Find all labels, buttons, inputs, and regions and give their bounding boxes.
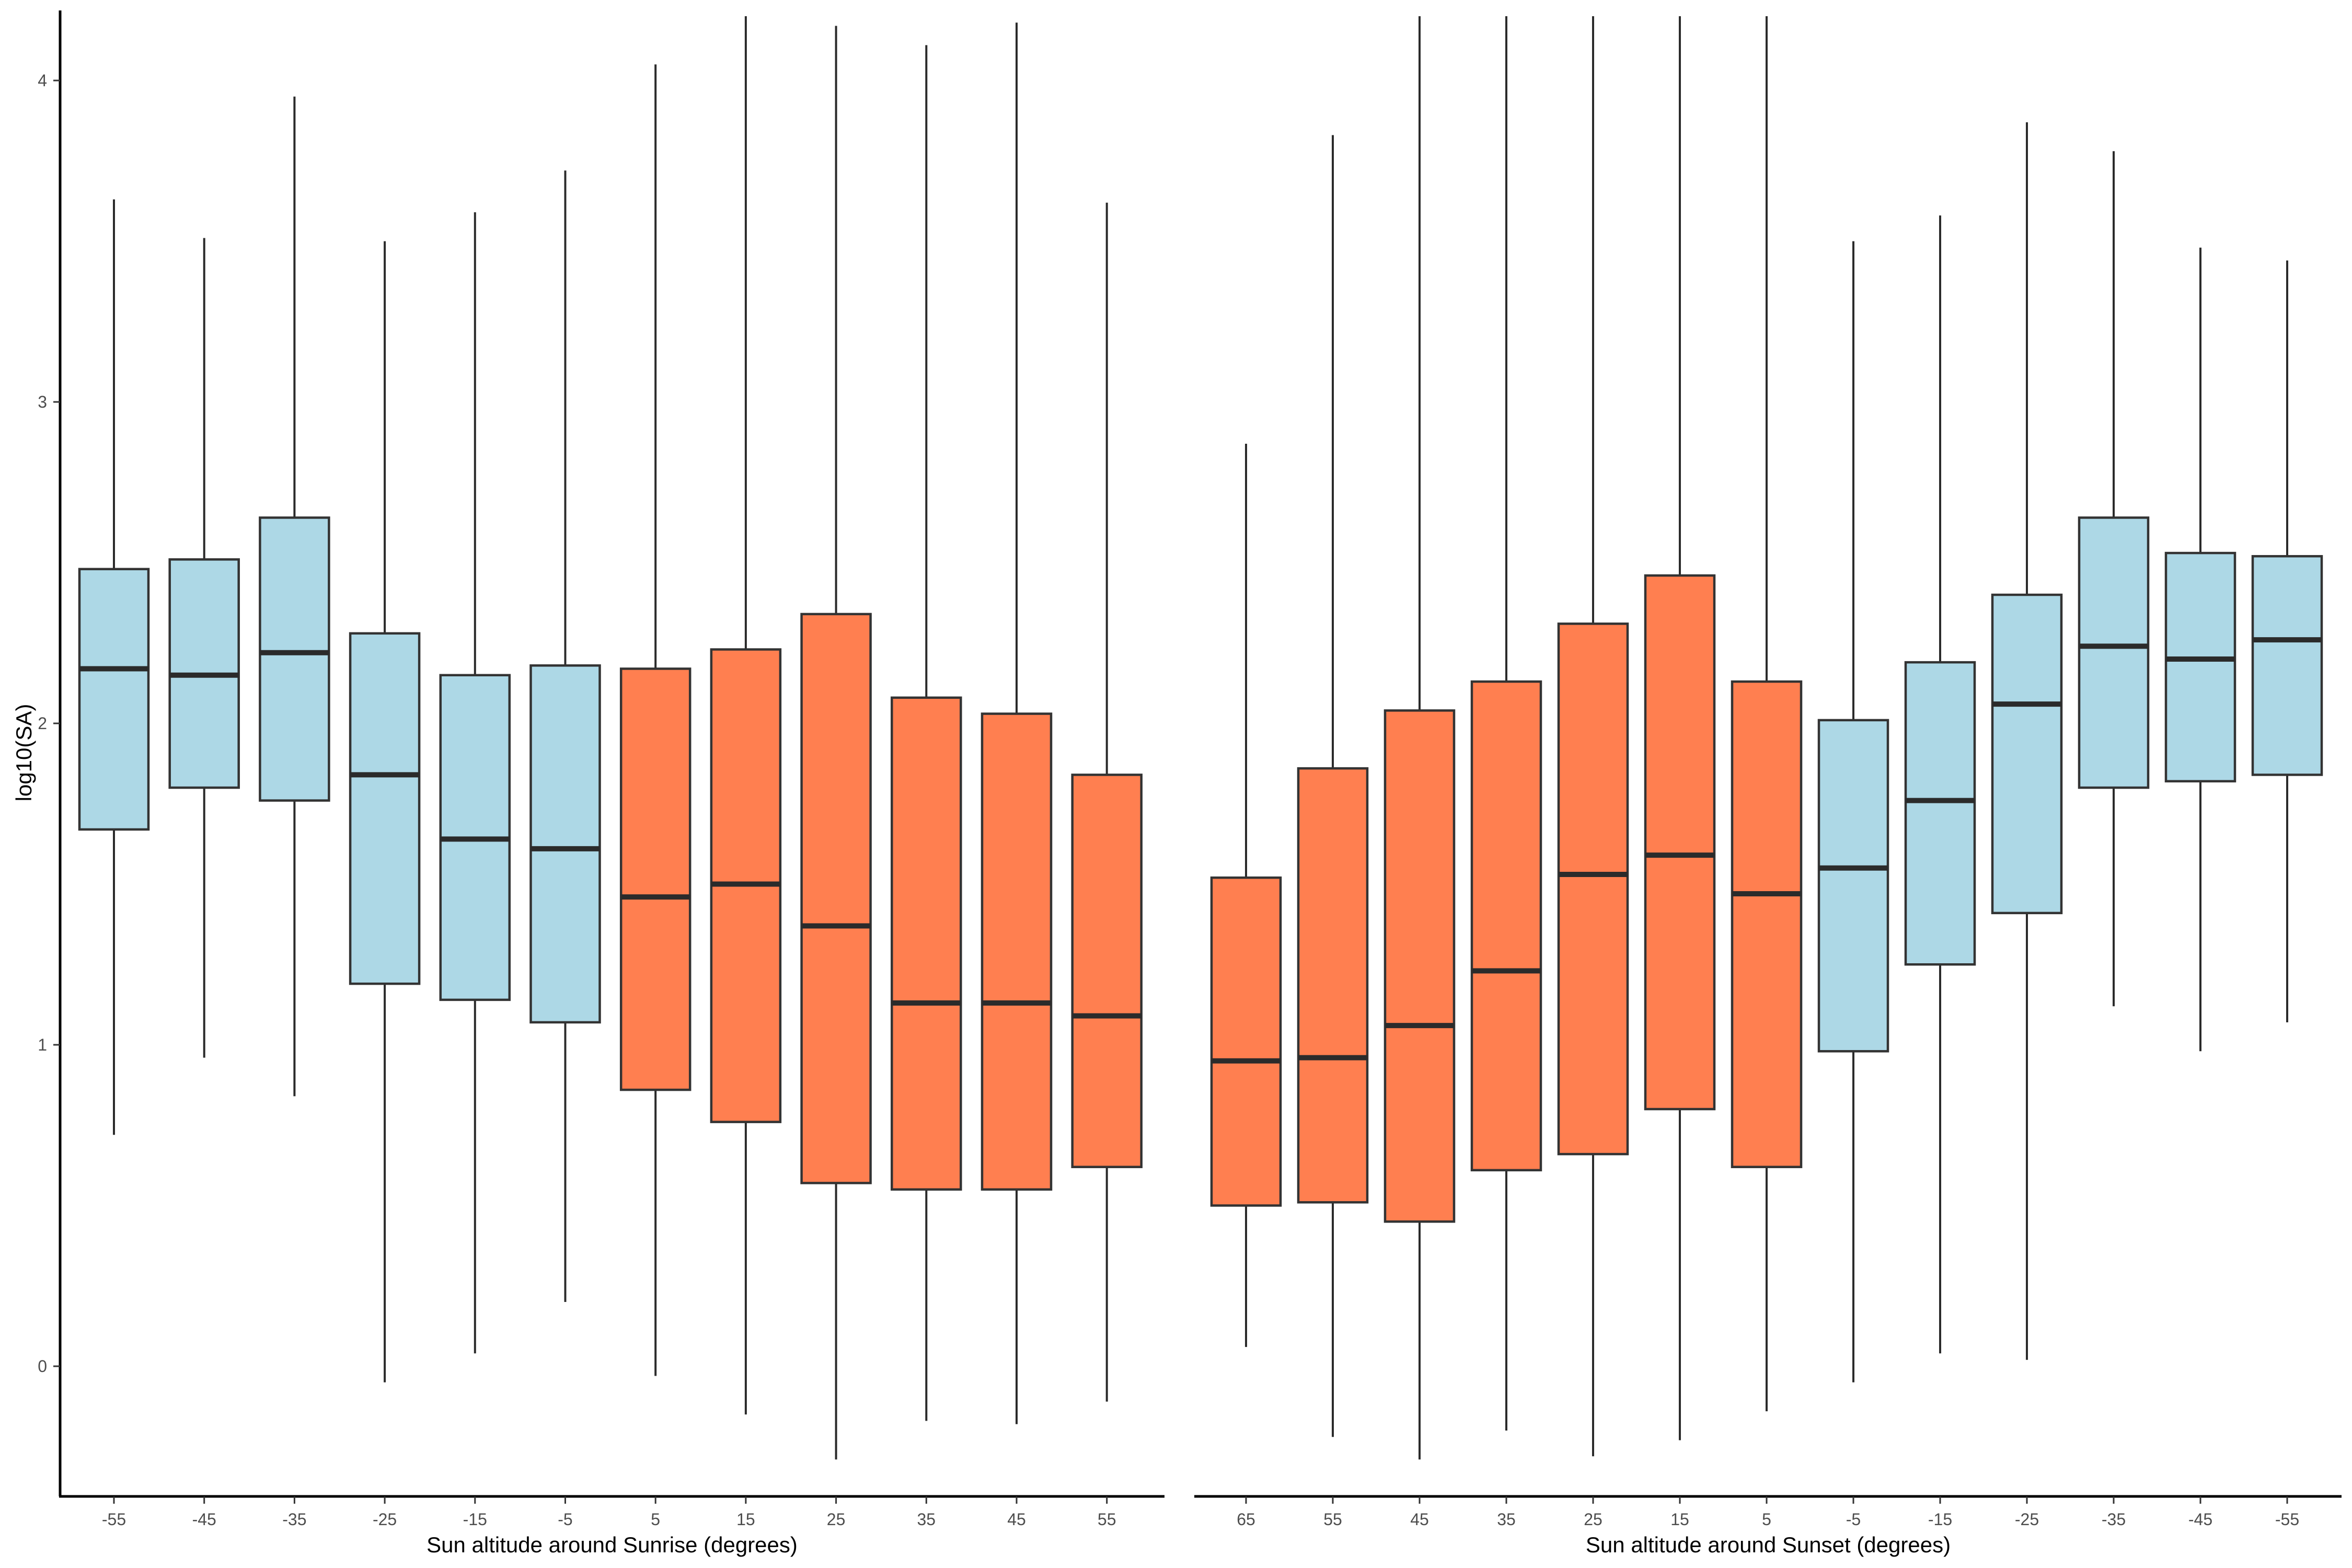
- box--35: [259, 96, 330, 1097]
- x-tick-label: -25: [2015, 1510, 2039, 1529]
- x-tick-label: 15: [736, 1510, 755, 1529]
- x-tick-label: -55: [102, 1510, 126, 1529]
- iqr-box: [529, 664, 601, 1024]
- box-35: [891, 45, 962, 1421]
- x-tick-label: -55: [2275, 1510, 2299, 1529]
- sunset-x-axis-title: Sun altitude around Sunset (degrees): [1586, 1532, 1951, 1557]
- iqr-box: [1071, 774, 1143, 1168]
- box-45: [1383, 16, 1456, 1460]
- x-tick-label: 65: [1237, 1510, 1255, 1529]
- box-55: [1071, 202, 1143, 1402]
- iqr-box: [1383, 709, 1456, 1223]
- sunrise-x-ticks: -55 -45 -35 -25 -15 -5 5 15 25 35 45 55: [102, 1496, 1116, 1529]
- sunrise-boxes: [78, 16, 1143, 1460]
- iqr-box: [1731, 680, 1803, 1168]
- y-tick-label: 2: [38, 714, 47, 733]
- x-tick-label: 45: [1410, 1510, 1429, 1529]
- sunset-x-ticks: 65 55 45 35 25 15 5 -5 -15 -25 -35 -45 -55: [1237, 1496, 2299, 1529]
- iqr-box: [349, 632, 421, 985]
- x-tick-label: 25: [1584, 1510, 1602, 1529]
- x-tick-label: -25: [373, 1510, 397, 1529]
- x-tick-label: -15: [1928, 1510, 1952, 1529]
- x-tick-label: 5: [651, 1510, 660, 1529]
- x-tick-label: -45: [2188, 1510, 2212, 1529]
- x-tick-label: 55: [1323, 1510, 1342, 1529]
- y-tick-label: 0: [38, 1357, 47, 1376]
- y-tick-label: 4: [38, 71, 47, 90]
- box--5: [1817, 241, 1889, 1382]
- box--25: [349, 241, 421, 1382]
- box-5: [1731, 16, 1803, 1412]
- iqr-box: [1644, 574, 1716, 1111]
- x-tick-label: 35: [917, 1510, 936, 1529]
- x-tick-label: 35: [1497, 1510, 1516, 1529]
- iqr-box: [2251, 555, 2323, 776]
- box--45: [168, 238, 240, 1058]
- box--5: [529, 170, 601, 1302]
- iqr-box: [1210, 876, 1282, 1207]
- x-tick-label: -35: [2102, 1510, 2126, 1529]
- sunset-boxes: [1210, 16, 2323, 1460]
- box-25: [800, 26, 872, 1460]
- iqr-box: [619, 667, 691, 1091]
- box-15: [1644, 16, 1716, 1440]
- iqr-box: [259, 516, 330, 802]
- x-tick-label: -45: [192, 1510, 216, 1529]
- iqr-box: [800, 613, 872, 1184]
- x-tick-label: 45: [1007, 1510, 1026, 1529]
- box-45: [981, 22, 1053, 1424]
- iqr-box: [1991, 593, 2063, 915]
- box--35: [2078, 151, 2150, 1007]
- box--15: [439, 212, 511, 1354]
- iqr-box: [2164, 551, 2236, 782]
- iqr-box: [78, 568, 150, 831]
- iqr-box: [891, 696, 962, 1191]
- box-65: [1210, 443, 1282, 1347]
- sunrise-x-axis-title: Sun altitude around Sunrise (degrees): [426, 1532, 798, 1557]
- x-tick-label: 55: [1098, 1510, 1116, 1529]
- sunset-panel: 65 55 45 35 25 15 5 -5 -15 -25 -35 -45 -55 Sun altit…: [1194, 16, 2342, 1557]
- box--15: [1904, 215, 1976, 1354]
- x-tick-label: 25: [827, 1510, 846, 1529]
- x-tick-label: -35: [282, 1510, 306, 1529]
- box--45: [2164, 247, 2236, 1052]
- x-tick-label: -15: [463, 1510, 487, 1529]
- x-tick-label: 15: [1670, 1510, 1689, 1529]
- iqr-box: [1817, 719, 1889, 1053]
- iqr-box: [1557, 622, 1629, 1156]
- x-tick-label: -5: [558, 1510, 572, 1529]
- y-tick-label: 1: [38, 1035, 47, 1054]
- x-tick-label: -5: [1846, 1510, 1861, 1529]
- iqr-box: [1470, 680, 1542, 1172]
- box-5: [619, 64, 691, 1376]
- iqr-box: [981, 712, 1053, 1191]
- box-15: [710, 16, 782, 1415]
- box-55: [1297, 135, 1369, 1437]
- y-axis-title: log10(SA): [11, 704, 36, 802]
- y-axis-ticks: 0 1 2 3 4: [38, 71, 60, 1376]
- iqr-box: [2078, 516, 2150, 789]
- y-tick-label: 3: [38, 393, 47, 411]
- box-35: [1470, 16, 1542, 1431]
- x-tick-label: 5: [1762, 1510, 1771, 1529]
- box--25: [1991, 122, 2063, 1360]
- iqr-box: [1297, 767, 1369, 1204]
- box-25: [1557, 16, 1629, 1457]
- box--55: [78, 199, 150, 1135]
- box--55: [2251, 260, 2323, 1022]
- iqr-box: [1904, 661, 1976, 966]
